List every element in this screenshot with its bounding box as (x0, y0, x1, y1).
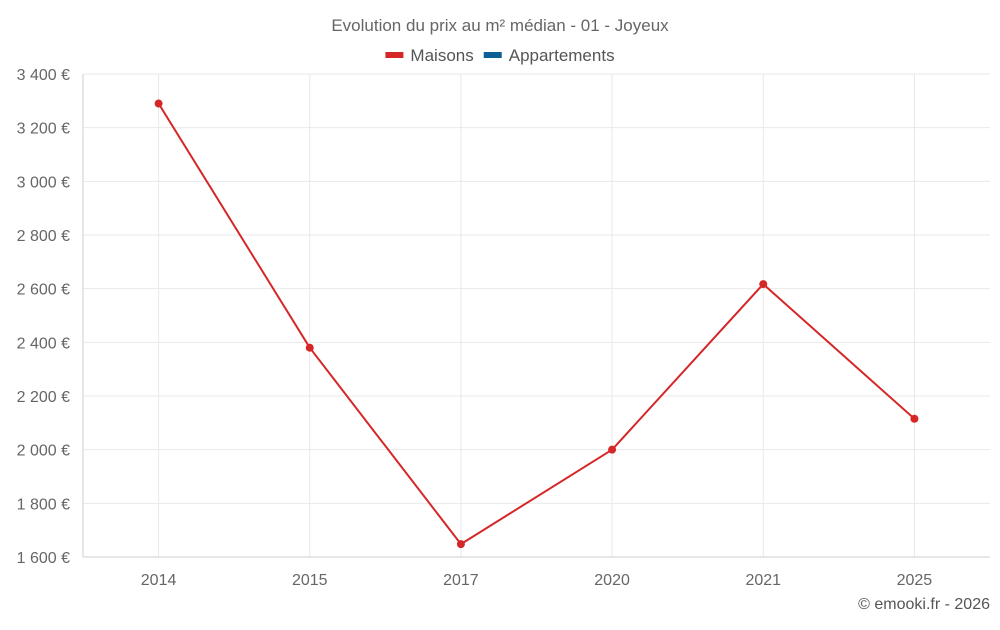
legend-swatch (483, 52, 502, 58)
x-tick-label: 2021 (745, 572, 781, 589)
y-tick-label: 2 200 € (17, 389, 70, 406)
x-axis: 2014 2015 2017 2020 2021 2025 (82, 74, 990, 589)
y-tick-label: 2 800 € (17, 228, 70, 245)
y-tick-label: 2 600 € (17, 282, 70, 299)
legend-item-appartements[interactable]: Appartements (483, 46, 615, 65)
y-tick-label: 3 200 € (17, 121, 70, 138)
y-tick-label: 3 000 € (17, 174, 70, 191)
y-tick-label: 1 600 € (17, 550, 70, 567)
grid (83, 73, 990, 557)
y-tick-label: 1 800 € (17, 496, 70, 513)
legend: Maisons Appartements (385, 46, 615, 65)
legend-swatch (385, 52, 404, 58)
data-point[interactable] (608, 445, 617, 454)
data-point[interactable] (910, 414, 919, 423)
x-tick-label: 2014 (141, 572, 177, 589)
data-point[interactable] (305, 343, 314, 352)
x-tick-label: 2017 (443, 572, 479, 589)
y-tick-label: 2 400 € (17, 335, 70, 352)
chart-title: Evolution du prix au m² médian - 01 - Jo… (331, 16, 669, 35)
legend-label: Maisons (410, 46, 473, 65)
series-layer (154, 99, 919, 549)
credit-text: © emooki.fr - 2026 (858, 596, 990, 613)
y-tick-label: 3 400 € (17, 67, 70, 84)
y-axis: 1 600 € 1 800 € 2 000 € 2 200 € 2 400 € 2 600… (17, 67, 70, 567)
legend-item-maisons[interactable]: Maisons (385, 46, 474, 65)
legend-label: Appartements (509, 46, 615, 65)
x-tick-label: 2025 (897, 572, 933, 589)
data-point[interactable] (456, 540, 465, 549)
y-tick-label: 2 000 € (17, 443, 70, 460)
series-line-maisons (157, 102, 916, 546)
x-tick-label: 2015 (292, 572, 328, 589)
x-tick-label: 2020 (594, 572, 630, 589)
data-point[interactable] (759, 280, 768, 289)
data-point[interactable] (154, 99, 163, 108)
